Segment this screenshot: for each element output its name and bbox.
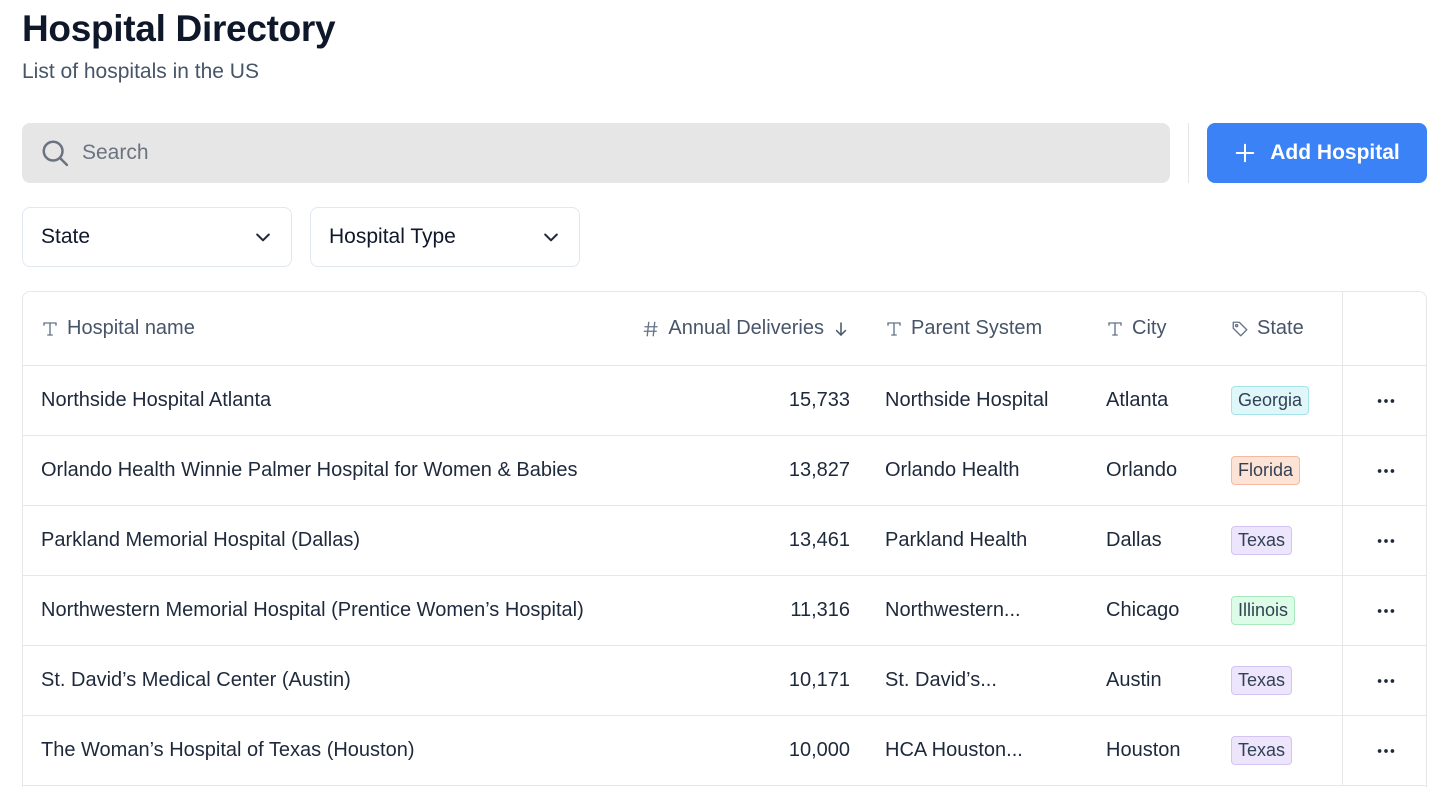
state-cell: Georgia [1231,366,1310,435]
annual-deliveries-cell: 15,733 [788,389,850,411]
table-header: Hospital name Annual Deliveries [23,292,1426,366]
parent-system-cell: Parkland Health [885,529,1028,551]
column-label: City [1132,317,1167,339]
state-cell: Florida [1231,436,1301,505]
row-actions-cell [1342,716,1426,785]
annual-deliveries-cell: 10,171 [788,669,850,691]
state-badge: Texas [1231,736,1293,765]
state-badge: Texas [1231,666,1293,695]
plus-icon [1234,142,1256,164]
hash-icon [642,320,660,338]
table-body: Northside Hospital Atlanta 15,733 Norths… [23,366,1426,786]
state-badge: Georgia [1231,386,1310,415]
column-label: Hospital name [67,317,195,339]
column-label: Parent System [911,317,1043,339]
chevron-down-icon [541,227,561,247]
arrow-down-icon[interactable] [824,320,850,338]
state-cell: Texas [1231,506,1293,575]
state-cell: Texas [1231,646,1293,715]
column-header-actions [1342,292,1426,365]
hospital-type-filter-label: Hospital Type [329,225,456,248]
add-hospital-button[interactable]: Add Hospital [1207,123,1427,183]
row-actions-cell [1342,576,1426,645]
column-header-parent-system[interactable]: Parent System [885,292,1042,365]
state-badge: Illinois [1231,596,1296,625]
city-cell: Atlanta [1106,389,1169,411]
annual-deliveries-cell: 13,827 [788,459,850,481]
text-type-icon [1106,320,1124,338]
parent-system-cell: HCA Houston... [885,739,1023,761]
row-actions-cell [1342,506,1426,575]
toolbar-divider [1188,123,1189,183]
parent-system-cell: Orlando Health [885,459,1020,481]
add-hospital-label: Add Hospital [1270,141,1400,164]
column-label: Annual Deliveries [668,317,824,339]
column-label: State [1257,317,1304,339]
row-actions-cell [1342,646,1426,715]
hospital-name-cell: Parkland Memorial Hospital (Dallas) [41,529,360,551]
search-bar[interactable] [22,123,1170,183]
text-type-icon [41,320,59,338]
parent-system-cell: Northside Hospital [885,389,1049,411]
row-actions-cell [1342,436,1426,505]
more-horizontal-icon[interactable] [1375,670,1397,692]
tag-icon [1231,320,1249,338]
city-cell: Orlando [1106,459,1178,481]
column-header-hospital-name[interactable]: Hospital name [41,292,195,365]
row-actions-cell [1342,366,1426,435]
table-row[interactable]: Parkland Memorial Hospital (Dallas) 13,4… [23,506,1426,576]
more-horizontal-icon[interactable] [1375,390,1397,412]
chevron-down-icon [253,227,273,247]
state-cell: Illinois [1231,576,1296,645]
state-cell: Texas [1231,716,1293,785]
more-horizontal-icon[interactable] [1375,600,1397,622]
search-input[interactable] [82,141,1082,165]
more-horizontal-icon[interactable] [1375,530,1397,552]
page-subtitle: List of hospitals in the US [22,60,259,83]
table-row[interactable]: St. David’s Medical Center (Austin) 10,1… [23,646,1426,716]
annual-deliveries-cell: 13,461 [788,529,850,551]
table-row[interactable]: Northside Hospital Atlanta 15,733 Norths… [23,366,1426,436]
parent-system-cell: Northwestern... [885,599,1021,621]
column-header-annual-deliveries[interactable]: Annual Deliveries [623,292,850,365]
city-cell: Dallas [1106,529,1162,551]
parent-system-cell: St. David’s... [885,669,997,691]
state-badge: Texas [1231,526,1293,555]
hospital-name-cell: Orlando Health Winnie Palmer Hospital fo… [41,459,578,481]
annual-deliveries-cell: 10,000 [788,739,850,761]
column-header-city[interactable]: City [1106,292,1166,365]
search-icon [40,138,70,168]
hospital-name-cell: St. David’s Medical Center (Austin) [41,669,351,691]
table-row[interactable]: Northwestern Memorial Hospital (Prentice… [23,576,1426,646]
more-horizontal-icon[interactable] [1375,740,1397,762]
state-badge: Florida [1231,456,1301,485]
annual-deliveries-cell: 11,316 [790,599,850,621]
column-header-state[interactable]: State [1231,292,1304,365]
page-title: Hospital Directory [22,8,336,49]
city-cell: Chicago [1106,599,1180,621]
hospital-name-cell: Northwestern Memorial Hospital (Prentice… [41,599,584,621]
more-horizontal-icon[interactable] [1375,460,1397,482]
hospital-table: Hospital name Annual Deliveries [22,291,1427,787]
hospital-type-filter-dropdown[interactable]: Hospital Type [310,207,580,267]
city-cell: Houston [1106,739,1181,761]
state-filter-label: State [41,225,91,248]
table-row[interactable]: Orlando Health Winnie Palmer Hospital fo… [23,436,1426,506]
state-filter-dropdown[interactable]: State [22,207,292,267]
hospital-name-cell: Northside Hospital Atlanta [41,389,272,411]
table-row[interactable]: The Woman’s Hospital of Texas (Houston) … [23,716,1426,786]
hospital-name-cell: The Woman’s Hospital of Texas (Houston) [41,739,415,761]
text-type-icon [885,320,903,338]
city-cell: Austin [1106,669,1162,691]
